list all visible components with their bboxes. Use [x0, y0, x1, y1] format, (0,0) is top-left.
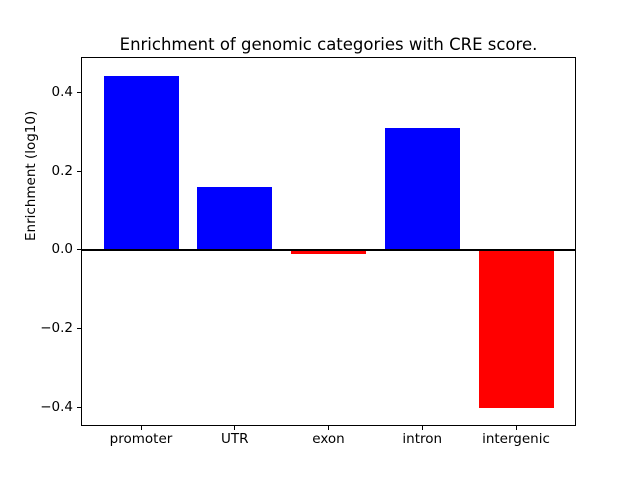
x-tick-mark	[234, 426, 236, 430]
y-tick-label: −0.2	[40, 320, 73, 337]
y-tick-mark	[77, 170, 81, 172]
y-tick-mark	[77, 249, 81, 251]
y-tick-label: 0.2	[51, 162, 73, 179]
bar-UTR	[197, 186, 273, 250]
bar-promoter	[103, 76, 179, 250]
x-tick-mark	[140, 426, 142, 430]
x-tick-label-UTR: UTR	[220, 431, 249, 447]
y-tick-label: 0.4	[51, 83, 73, 100]
y-tick-label: 0.0	[51, 241, 73, 258]
y-tick-mark	[77, 91, 81, 93]
chart-title: Enrichment of genomic categories with CR…	[119, 35, 538, 54]
zero-line	[81, 248, 576, 251]
bar-intergenic	[478, 249, 554, 408]
y-tick-label: −0.4	[40, 399, 73, 416]
bar-intron	[384, 127, 460, 250]
x-tick-mark	[421, 426, 423, 430]
y-tick-mark	[77, 407, 81, 409]
x-tick-label-exon: exon	[312, 431, 345, 447]
x-tick-label-intergenic: intergenic	[482, 431, 550, 447]
x-tick-label-intron: intron	[402, 431, 443, 447]
x-tick-mark	[328, 426, 329, 430]
x-tick-label-promoter: promoter	[109, 431, 173, 447]
y-tick-mark	[77, 328, 81, 330]
bar-exon	[291, 249, 366, 254]
x-tick-mark	[515, 426, 517, 430]
